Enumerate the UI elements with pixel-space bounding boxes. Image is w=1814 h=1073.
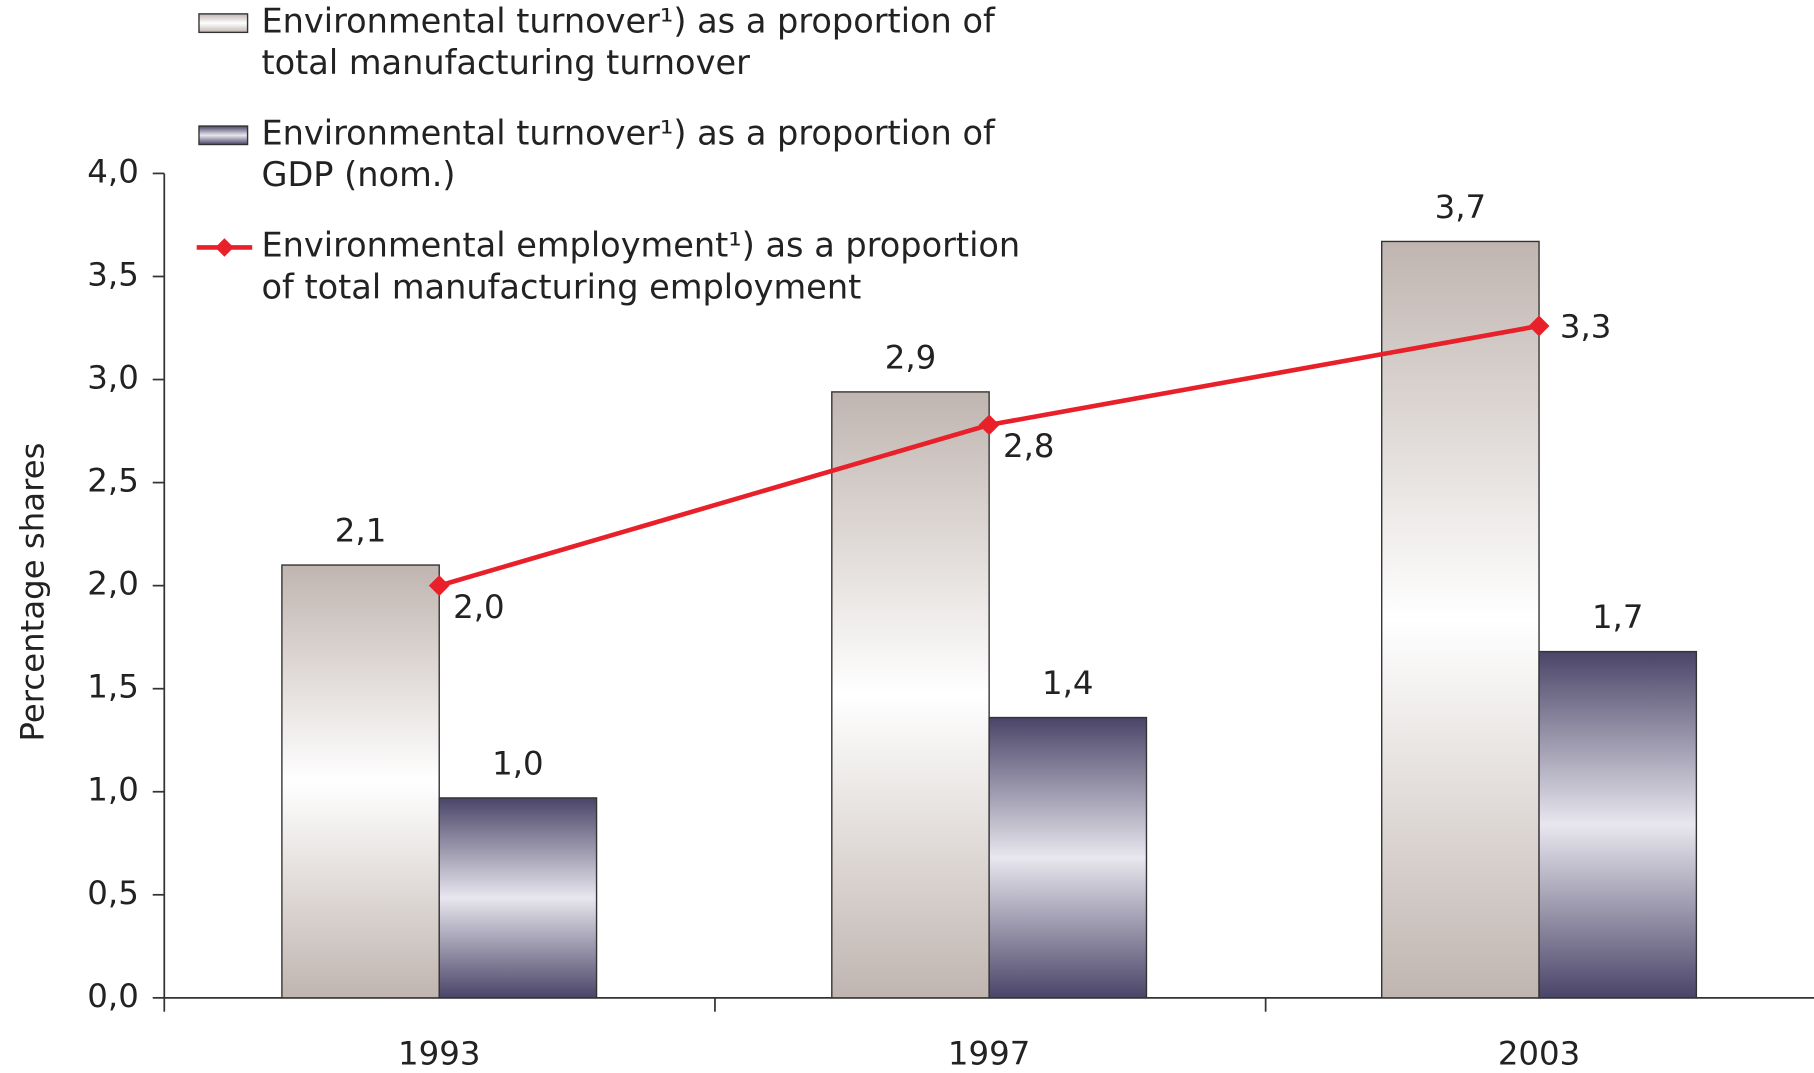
legend-swatch — [198, 13, 249, 34]
line-marker — [1528, 315, 1550, 337]
legend-entry: Environmental employment¹) as a proporti… — [261, 225, 1021, 307]
bar — [1538, 650, 1698, 999]
legend-swatch — [215, 238, 234, 257]
x-tick-label: 2003 — [1498, 1035, 1580, 1073]
value-label: 1,7 — [1592, 598, 1644, 636]
y-tick-label: 0,5 — [87, 874, 139, 912]
bar — [988, 716, 1148, 999]
value-label: 1,4 — [1042, 664, 1094, 702]
bar — [831, 391, 990, 999]
bar — [281, 564, 440, 999]
y-tick-label: 4,0 — [87, 152, 139, 190]
line-marker — [428, 575, 450, 597]
legend-entry: Environmental turnover¹) as a proportion… — [261, 113, 995, 195]
value-label: 2,0 — [453, 588, 505, 626]
legend-label: Environmental turnover¹) as a proportion… — [261, 1, 995, 83]
y-tick-label: 3,0 — [87, 359, 139, 397]
y-axis-label: Percentage shares — [14, 443, 52, 742]
y-tick-label: 2,0 — [87, 565, 139, 603]
value-label: 2,9 — [885, 339, 937, 377]
x-tick-label: 1997 — [948, 1035, 1030, 1073]
legend-swatch — [198, 125, 249, 146]
legend-label: Environmental turnover¹) as a proportion… — [261, 113, 995, 195]
value-label: 3,3 — [1560, 307, 1612, 345]
legend-entry: Environmental turnover¹) as a proportion… — [261, 1, 995, 83]
y-tick-label: 3,5 — [87, 255, 139, 293]
value-label: 2,8 — [1003, 427, 1055, 465]
line-marker — [978, 414, 1000, 436]
legend-label: Environmental employment¹) as a proporti… — [261, 225, 1021, 307]
value-label: 3,7 — [1435, 188, 1487, 226]
y-tick-label: 0,0 — [87, 977, 139, 1015]
bar — [1381, 240, 1540, 999]
y-tick-label: 1,0 — [87, 771, 139, 809]
x-separators — [163, 997, 1267, 1012]
x-tick-label: 1993 — [398, 1035, 480, 1073]
y-tick-label: 2,5 — [87, 462, 139, 500]
value-label: 1,0 — [492, 745, 544, 783]
bar — [438, 797, 598, 999]
value-label: 2,1 — [335, 512, 387, 550]
y-tick-label: 1,5 — [87, 668, 139, 706]
